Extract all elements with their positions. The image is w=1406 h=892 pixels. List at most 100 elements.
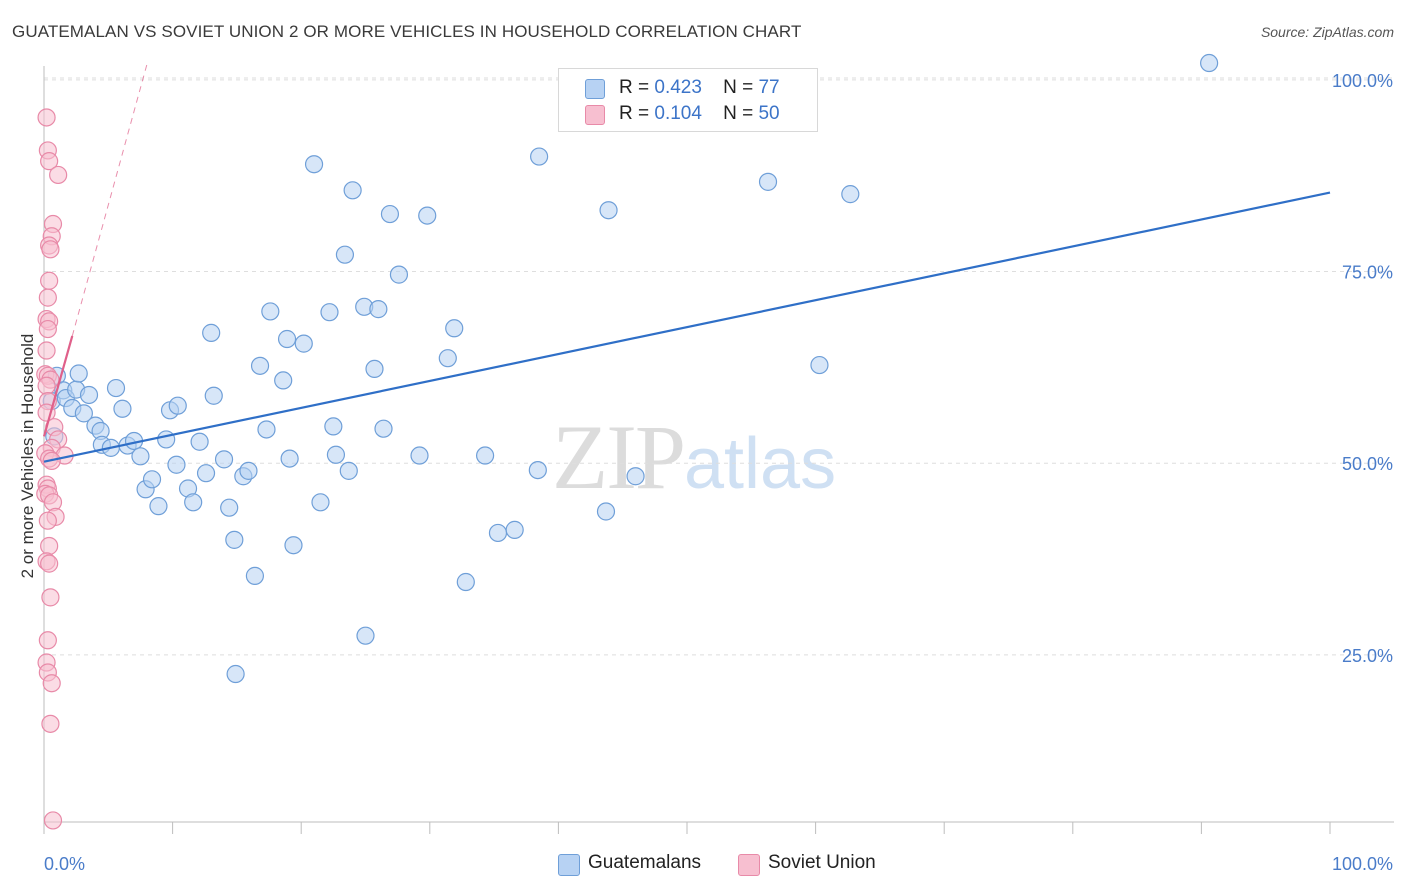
point-guatemalans <box>79 385 99 405</box>
point-guatemalans <box>239 461 258 480</box>
point-soviet-union <box>40 152 59 171</box>
point-guatemalans <box>214 450 234 469</box>
legend-label: Soviet Union <box>768 852 876 873</box>
point-guatemalans <box>530 147 549 166</box>
legend-r-label: R = <box>619 77 650 98</box>
point-guatemalans <box>380 204 400 224</box>
point-guatemalans <box>418 206 437 225</box>
point-guatemalans <box>335 245 355 264</box>
point-soviet-union <box>41 240 60 259</box>
y-tick-label: 75.0% <box>1342 263 1393 283</box>
legend-swatch-blue <box>558 854 580 876</box>
point-guatemalans <box>488 523 508 543</box>
point-guatemalans <box>106 378 126 398</box>
point-guatemalans <box>202 323 221 342</box>
point-guatemalans <box>374 419 393 438</box>
point-guatemalans <box>369 300 388 319</box>
point-soviet-union <box>40 536 59 556</box>
point-guatemalans <box>445 319 464 338</box>
point-guatemalans <box>1200 53 1219 73</box>
x-tick-label: 0.0% <box>44 854 85 874</box>
point-soviet-union <box>43 811 63 830</box>
point-guatemalans <box>157 430 176 449</box>
trend-line-soviet-union <box>42 335 74 437</box>
point-soviet-union <box>38 511 57 530</box>
point-soviet-union <box>37 376 56 395</box>
point-guatemalans <box>131 447 150 466</box>
point-guatemalans <box>389 265 409 284</box>
legend-r-value: 0.104 <box>654 103 702 124</box>
point-guatemalans <box>284 536 303 555</box>
point-guatemalans <box>196 464 216 483</box>
source-credit: Source: ZipAtlas.com <box>1260 24 1394 40</box>
legend-swatch-pink <box>738 854 760 876</box>
point-guatemalans <box>438 349 457 368</box>
x-tick-label: 100.0% <box>1332 854 1393 874</box>
point-guatemalans <box>343 181 362 200</box>
chart-title: GUATEMALAN VS SOVIET UNION 2 OR MORE VEH… <box>12 22 802 41</box>
point-guatemalans <box>113 399 132 418</box>
point-guatemalans <box>626 467 645 486</box>
stats-legend: R = 0.423 N = 77 R = 0.104 N = 50 <box>558 68 818 132</box>
point-guatemalans <box>365 359 384 379</box>
legend-n-label: N = <box>723 103 754 124</box>
point-soviet-union <box>37 341 56 360</box>
point-soviet-union <box>38 319 57 339</box>
y-tick-label: 50.0% <box>1342 454 1393 474</box>
point-soviet-union <box>40 271 59 290</box>
legend-swatch-pink <box>585 105 605 125</box>
y-tick-label: 100.0% <box>1332 71 1393 91</box>
point-guatemalans <box>204 386 223 405</box>
trend-extension-soviet-union <box>71 64 148 337</box>
legend-label: Guatemalans <box>588 852 702 873</box>
point-guatemalans <box>167 455 186 474</box>
legend-r-value: 0.423 <box>654 77 702 98</box>
point-guatemalans <box>596 502 616 521</box>
point-soviet-union <box>40 554 59 573</box>
point-guatemalans <box>74 404 93 423</box>
watermark-zip: ZIP <box>552 406 686 508</box>
point-guatemalans <box>274 371 293 390</box>
point-guatemalans <box>277 329 297 349</box>
point-guatemalans <box>257 420 276 439</box>
point-soviet-union <box>49 165 68 185</box>
legend-r-label: R = <box>619 103 650 124</box>
watermark: ZIPatlas <box>552 404 836 510</box>
point-guatemalans <box>320 303 339 322</box>
point-guatemalans <box>225 530 244 549</box>
point-guatemalans <box>250 356 270 375</box>
point-guatemalans <box>339 461 358 480</box>
point-guatemalans <box>69 364 88 383</box>
legend-swatch-blue <box>585 79 605 99</box>
point-guatemalans <box>758 172 778 191</box>
y-axis-label: 2 or more Vehicles in Household <box>18 334 37 579</box>
legend-n-label: N = <box>723 77 754 98</box>
point-guatemalans <box>245 566 265 585</box>
point-guatemalans <box>456 572 475 592</box>
point-guatemalans <box>326 445 346 464</box>
point-guatemalans <box>168 396 187 415</box>
point-guatemalans <box>294 334 313 353</box>
point-guatemalans <box>311 493 330 512</box>
point-guatemalans <box>528 460 547 480</box>
point-guatemalans <box>190 432 209 451</box>
point-guatemalans <box>599 201 618 220</box>
point-guatemalans <box>220 498 239 517</box>
point-guatemalans <box>280 449 299 468</box>
point-guatemalans <box>505 520 524 539</box>
legend-n-value: 77 <box>758 77 780 98</box>
point-guatemalans <box>304 155 324 174</box>
point-soviet-union <box>38 288 57 307</box>
legend-n-value: 50 <box>758 103 780 124</box>
point-soviet-union <box>41 714 60 733</box>
point-guatemalans <box>410 446 429 465</box>
point-guatemalans <box>261 302 280 321</box>
point-guatemalans <box>356 626 375 645</box>
watermark-atlas: atlas <box>684 424 837 504</box>
point-soviet-union <box>37 108 56 127</box>
point-guatemalans <box>810 355 829 375</box>
trend-line-guatemalans <box>43 191 1331 463</box>
point-guatemalans <box>149 497 168 516</box>
y-tick-label: 25.0% <box>1342 646 1393 666</box>
